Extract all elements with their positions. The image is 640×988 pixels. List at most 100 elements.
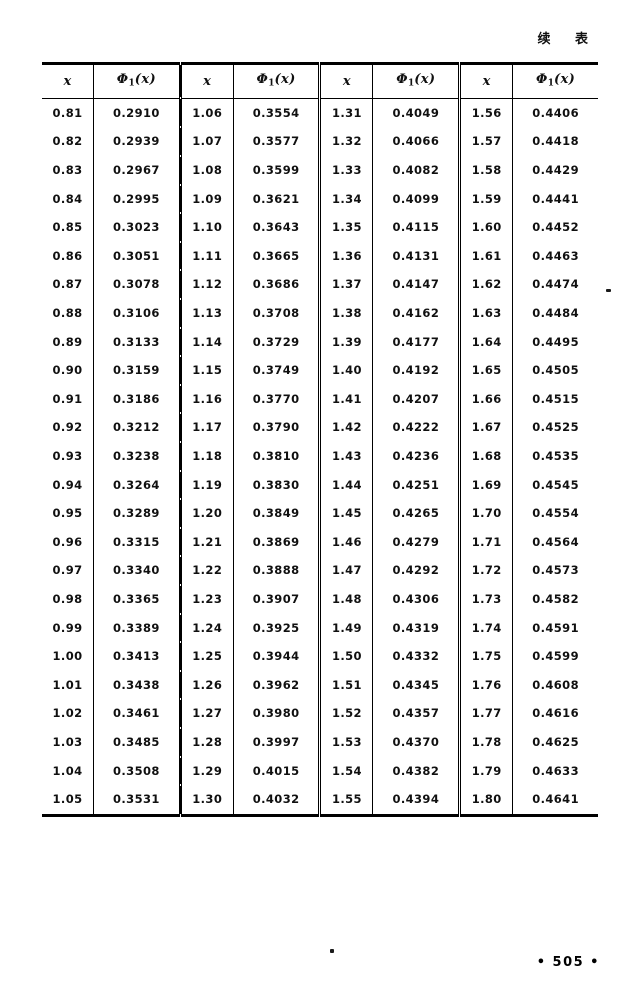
cell-phi-g3: 0.4066 — [372, 127, 462, 157]
cell-phi-g4: 0.4418 — [532, 134, 579, 149]
cell-x-g2: 1.15 — [179, 356, 234, 385]
cell-x-g4: 1.78 — [459, 727, 514, 757]
phi-value-table: x Φ1(x) x Φ1(x) x Φ1(x) x Φ1(x) — [42, 62, 598, 817]
cell-x-g2: 1.21 — [179, 527, 234, 557]
cell-phi-g4: 0.4495 — [532, 334, 579, 349]
header-row: x Φ1(x) x Φ1(x) x Φ1(x) x Φ1(x) — [42, 62, 598, 99]
cell-x-g2: 1.24 — [179, 613, 234, 643]
cell-phi-g1: 0.3485 — [93, 727, 182, 757]
cell-x-g3: 1.50 — [319, 642, 374, 671]
cell-x-g1: 0.88 — [42, 299, 95, 328]
cell-x-g3: 1.45 — [319, 499, 374, 528]
cell-phi-g4: 0.4463 — [532, 248, 579, 263]
cell-phi-g2: 0.3830 — [233, 470, 322, 500]
cell-x-g2: 1.23 — [179, 584, 234, 614]
cell-phi-g4: 0.4573 — [532, 563, 579, 578]
cell-phi-g3: 0.4147 — [372, 270, 462, 299]
cell-phi-g3: 0.4357 — [372, 699, 462, 728]
cell-phi-g2: 0.3729 — [233, 327, 322, 357]
cell-phi-g4: 0.4484 — [532, 306, 579, 320]
cell-phi-g1: 0.3531 — [93, 785, 182, 817]
cell-x-g3: 1.38 — [319, 299, 374, 328]
cell-phi-g2: 0.3749 — [233, 356, 322, 385]
cell-phi-g3: 0.4236 — [372, 441, 462, 471]
cell-x-g4: 1.76 — [459, 670, 514, 700]
table-row: 0.95 0.3289 1.20 0.3849 1.45 0.4265 1.70 0.4554 — [42, 499, 598, 528]
table-row: 0.89 0.3133 1.14 0.3729 1.39 0.4177 1.64 0.4495 — [42, 327, 598, 357]
cell-phi-g1: 0.3438 — [93, 670, 182, 700]
cell-phi-g2: 0.3944 — [233, 642, 322, 671]
cell-x-g2: 1.26 — [179, 670, 234, 700]
cell-phi-g3: 0.4131 — [372, 241, 462, 271]
cell-phi-g4: 0.4633 — [532, 763, 579, 778]
table-row: 0.87 0.3078 1.12 0.3686 1.37 0.4147 1.62 0.4474 — [42, 270, 598, 299]
header-x-4: x — [459, 62, 514, 99]
table-row: 1.05 0.3531 1.30 0.4032 1.55 0.4394 1.80 0.4641 — [42, 785, 598, 817]
continued-table-note: 续 表 — [537, 32, 598, 47]
table-head: x Φ1(x) x Φ1(x) x Φ1(x) x Φ1(x) — [42, 62, 598, 99]
cell-x-g1: 1.01 — [42, 670, 95, 700]
cell-phi-g3: 0.4177 — [372, 327, 462, 357]
cell-phi-g1: 0.3264 — [93, 470, 182, 500]
table-row: 0.92 0.3212 1.17 0.3790 1.42 0.4222 1.67 0.4525 — [42, 413, 598, 442]
cell-x-g3: 1.42 — [319, 413, 374, 442]
table-row: 0.81 0.2910 1.06 0.3554 1.31 0.4049 1.56 0.4406 — [42, 98, 598, 128]
cell-x-g2: 1.06 — [179, 98, 234, 128]
cell-phi-g4: 0.4616 — [532, 706, 579, 721]
cell-phi-g4: 0.4554 — [532, 506, 579, 521]
cell-x-g2: 1.19 — [179, 470, 234, 500]
cell-x-g4: 1.61 — [459, 241, 514, 271]
cell-phi-g4: 0.4406 — [532, 105, 579, 120]
table-row: 0.96 0.3315 1.21 0.3869 1.46 0.4279 1.71 0.4564 — [42, 527, 598, 557]
cell-x-g4: 1.60 — [459, 213, 514, 242]
cell-phi-g4: 0.4505 — [532, 363, 579, 378]
cell-x-g1: 0.98 — [42, 584, 95, 614]
scan-artifact-right — [606, 289, 611, 292]
cell-phi-g2: 0.3686 — [233, 270, 322, 299]
table-row: 0.82 0.2939 1.07 0.3577 1.32 0.4066 1.57 0.4418 — [42, 127, 598, 157]
cell-phi-g2: 0.3962 — [233, 670, 322, 700]
cell-x-g3: 1.31 — [319, 98, 374, 128]
cell-x-g4: 1.72 — [459, 556, 514, 585]
cell-x-g1: 0.84 — [42, 184, 95, 214]
cell-x-g3: 1.43 — [319, 441, 374, 471]
cell-x-g1: 1.02 — [42, 699, 95, 728]
cell-x-g1: 0.83 — [42, 156, 95, 185]
cell-x-g4: 1.68 — [459, 441, 514, 471]
scan-artifact-bottom — [330, 949, 334, 953]
cell-phi-g4: 0.4641 — [512, 785, 598, 817]
cell-x-g1: 0.90 — [42, 356, 95, 385]
cell-phi-g4: 0.4429 — [532, 163, 579, 178]
cell-phi-g3: 0.4222 — [372, 413, 462, 442]
cell-x-g1: 0.89 — [42, 327, 95, 357]
cell-x-g3: 1.49 — [319, 613, 374, 643]
cell-x-g4: 1.77 — [459, 699, 514, 728]
cell-phi-g1: 0.2939 — [93, 127, 182, 157]
cell-phi-g2: 0.3643 — [233, 213, 322, 242]
cell-x-g2: 1.18 — [179, 441, 234, 471]
cell-x-g3: 1.47 — [319, 556, 374, 585]
table-body: 0.81 0.2910 1.06 0.3554 1.31 0.4049 1.56 0.4406… — [42, 98, 598, 817]
cell-phi-g3: 0.4394 — [372, 785, 462, 817]
cell-x-g1: 0.91 — [42, 384, 95, 414]
table-row: 0.94 0.3264 1.19 0.3830 1.44 0.4251 1.69 0.4545 — [42, 470, 598, 500]
cell-phi-g1: 0.3078 — [93, 270, 182, 299]
cell-x-g4: 1.71 — [459, 527, 514, 557]
cell-phi-g3: 0.4049 — [372, 98, 462, 128]
cell-phi-g4: 0.4545 — [532, 477, 579, 492]
cell-phi-g3: 0.4082 — [372, 156, 462, 185]
cell-x-g4: 1.65 — [459, 356, 514, 385]
table-row: 0.97 0.3340 1.22 0.3888 1.47 0.4292 1.72 0.4573 — [42, 556, 598, 585]
table-row: 1.04 0.3508 1.29 0.4015 1.54 0.4382 1.79 0.4633 — [42, 756, 598, 786]
cell-phi-g1: 0.3389 — [93, 613, 182, 643]
cell-phi-g1: 0.3413 — [93, 642, 182, 671]
cell-x-g3: 1.40 — [319, 356, 374, 385]
cell-phi-g3: 0.4251 — [372, 470, 462, 500]
cell-x-g1: 0.99 — [42, 613, 95, 643]
cell-x-g3: 1.52 — [319, 699, 374, 728]
cell-phi-g3: 0.4306 — [372, 584, 462, 614]
cell-x-g4: 1.75 — [459, 642, 514, 671]
cell-x-g4: 1.70 — [459, 499, 514, 528]
cell-x-g2: 1.28 — [179, 727, 234, 757]
table-row: 1.00 0.3413 1.25 0.3944 1.50 0.4332 1.75 0.4599 — [42, 642, 598, 671]
